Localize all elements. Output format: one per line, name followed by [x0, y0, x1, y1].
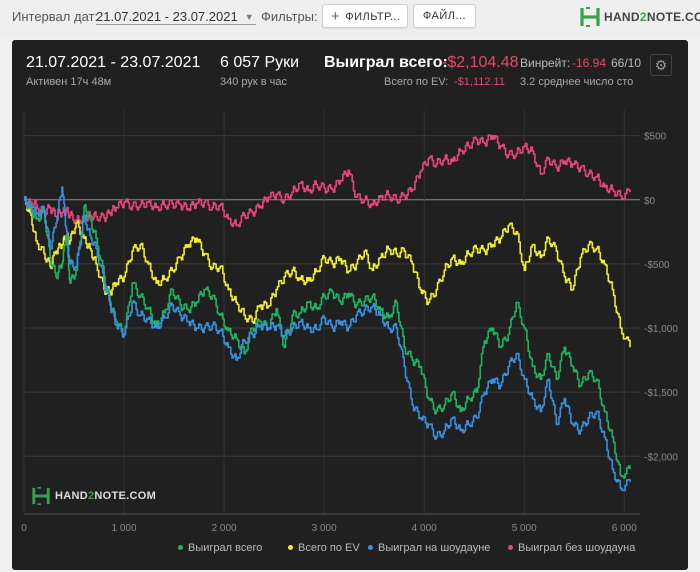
- legend-label: Выиграл на шоудауне: [378, 542, 491, 554]
- filters-button[interactable]: + ФИЛЬТР...: [322, 4, 408, 28]
- y-tick-label: $0: [644, 196, 656, 207]
- hand2note-logo-icon: [580, 7, 600, 27]
- date-range-select[interactable]: 21.07.2021 - 23.07.2021 ▼: [96, 9, 256, 25]
- summary-winrate-value: -16.94: [572, 56, 607, 70]
- legend-item[interactable]: Выиграл всего: [178, 542, 262, 554]
- hand2note-watermark-icon: [32, 487, 50, 505]
- x-tick-label: 3 000: [312, 523, 337, 534]
- summary-winrate-extra: 66/10: [611, 56, 642, 70]
- legend-dot-icon: [288, 545, 293, 550]
- legend-item[interactable]: Выиграл без шоудауна: [508, 542, 635, 554]
- summary-won-total-value: -$2,104.48: [442, 54, 519, 71]
- x-tick-label: 2 000: [212, 523, 237, 534]
- legend-dot-icon: [368, 545, 373, 550]
- y-tick-label: -$1,500: [644, 388, 678, 399]
- y-tick-label: -$500: [644, 260, 670, 271]
- series-line: [24, 195, 631, 479]
- summary-hands-per-hour: 340 рук в час: [220, 76, 288, 88]
- summary-date-range: 21.07.2021 - 23.07.2021: [26, 54, 201, 71]
- chart-watermark-text: HAND2NOTE.COM: [55, 490, 157, 502]
- x-tick-label: 0: [21, 523, 27, 534]
- bankroll-chart: $500 $0 -$500 -$1,000 -$1,500 -$2,000 0 1 000 2 …: [21, 110, 678, 534]
- x-tick-label: 4 000: [412, 523, 437, 534]
- legend-label: Выиграл без шоудауна: [518, 542, 636, 554]
- legend-dot-icon: [508, 545, 513, 550]
- series-line: [24, 186, 631, 492]
- plus-icon: +: [331, 8, 341, 25]
- filters-label: Фильтры:: [261, 9, 318, 24]
- graph-panel: 21.07.2021 - 23.07.2021 Активен 17ч 48м …: [12, 40, 688, 570]
- toolbar: Интервал дат: 21.07.2021 - 23.07.2021 ▼ …: [0, 0, 700, 34]
- date-range-value: 21.07.2021 - 23.07.2021: [96, 9, 238, 24]
- files-button-label: ФАЙЛ...: [422, 10, 467, 22]
- summary-ev-total-label: Всего по EV:: [384, 76, 449, 88]
- filters-button-label: ФИЛЬТР...: [345, 11, 401, 23]
- brand-logo-text: HAND2NOTE.COM: [604, 10, 700, 24]
- series-line: [24, 197, 631, 348]
- legend-item[interactable]: Выиграл на шоудауне: [368, 542, 490, 554]
- files-button[interactable]: ФАЙЛ...: [413, 4, 476, 28]
- brand-logo[interactable]: HAND2NOTE.COM: [580, 5, 700, 29]
- x-tick-label: 5 000: [512, 523, 537, 534]
- y-tick-label: $500: [644, 132, 667, 143]
- gear-icon[interactable]: ⚙: [650, 54, 672, 76]
- summary-won-total-label: Выиграл всего:: [324, 54, 448, 71]
- y-tick-label: -$2,000: [644, 452, 678, 463]
- chart-legend: Выиграл всего Всего по EV Выиграл на шоуда…: [12, 542, 688, 560]
- summary-hands: 6 057 Руки: [220, 54, 300, 71]
- summary-active-time: Активен 17ч 48м: [26, 76, 112, 88]
- chevron-down-icon: ▼: [244, 12, 254, 22]
- legend-label: Выиграл всего: [188, 542, 263, 554]
- x-tick-label: 6 000: [612, 523, 637, 534]
- y-tick-label: -$1,000: [644, 324, 678, 335]
- summary-ev-total-value: -$1,112.11: [454, 76, 505, 88]
- interval-label: Интервал дат:: [12, 9, 99, 24]
- x-tick-label: 1 000: [112, 523, 137, 534]
- chart-watermark: HAND2NOTE.COM: [32, 486, 156, 506]
- summary-avg-line: 3.2 среднее число сто: [520, 76, 634, 88]
- legend-dot-icon: [178, 545, 183, 550]
- legend-label: Всего по EV: [298, 542, 360, 554]
- series-line: [24, 134, 631, 228]
- summary-winrate-label: Винрейт:: [520, 56, 571, 70]
- legend-item[interactable]: Всего по EV: [288, 542, 360, 554]
